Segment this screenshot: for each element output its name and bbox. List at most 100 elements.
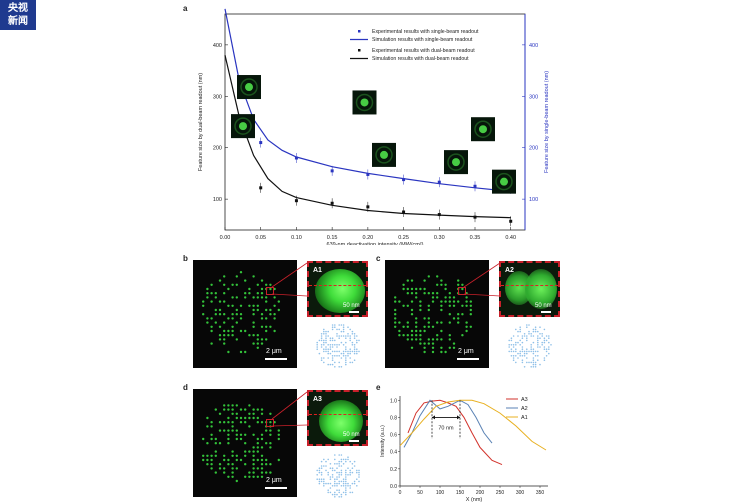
- fluorescent-dot: [244, 454, 247, 457]
- design-dot: [515, 328, 517, 331]
- design-dot: [526, 324, 528, 326]
- design-dot: [331, 467, 334, 469]
- design-dot: [342, 478, 345, 480]
- fluorescent-dot: [419, 304, 422, 307]
- fluorescent-dot: [227, 433, 230, 436]
- design-dot: [342, 480, 345, 483]
- fluorescent-dot: [256, 338, 259, 341]
- fluorescent-dot: [248, 416, 251, 420]
- fluorescent-dot: [214, 471, 217, 474]
- design-dot: [523, 333, 526, 335]
- design-dot: [349, 352, 351, 355]
- fluorescent-dot: [406, 279, 409, 282]
- fluorescent-dot: [218, 279, 222, 282]
- design-dot: [327, 352, 329, 355]
- fluorescent-dot: [256, 296, 259, 299]
- fluorescent-dot: [260, 475, 264, 478]
- design-dot: [530, 350, 532, 353]
- fluorescent-dot: [465, 325, 468, 328]
- fluorescent-dot: [394, 317, 397, 320]
- legend-label: Experimental results with dual-beam read…: [372, 48, 475, 54]
- design-dot: [353, 337, 356, 339]
- dot-pattern-d: [202, 404, 280, 483]
- design-dot: [323, 485, 325, 487]
- fluorescent-dot: [223, 300, 226, 303]
- fluorescent-dot: [465, 296, 468, 299]
- design-dot: [320, 460, 323, 463]
- fluorescent-dot: [218, 429, 222, 432]
- data-point: [259, 141, 263, 145]
- design-dot: [510, 344, 513, 346]
- fluorescent-dot: [469, 304, 472, 307]
- profile-line-a1: [399, 399, 547, 451]
- design-dot: [340, 471, 343, 474]
- profile-line-a2: [403, 399, 493, 448]
- design-dot: [537, 337, 539, 339]
- profile-line-a3: [309, 414, 366, 415]
- design-dot: [353, 335, 356, 337]
- design-dot: [342, 458, 345, 461]
- fluorescent-dot: [457, 321, 460, 324]
- design-dot: [325, 350, 327, 353]
- fluorescent-dot: [436, 292, 439, 295]
- design-dot: [345, 491, 347, 494]
- fluorescent-dot: [410, 292, 414, 295]
- zoom-inset-a2: A2 50 nm: [499, 261, 560, 317]
- fluorescent-dot: [452, 296, 456, 299]
- design-dot: [345, 487, 347, 489]
- design-dot: [342, 335, 345, 337]
- fluorescent-dot: [260, 408, 264, 411]
- design-dot: [323, 350, 325, 353]
- design-dot: [338, 366, 340, 368]
- design-dot: [528, 330, 530, 333]
- data-point: [294, 199, 298, 203]
- fluorescent-dot: [256, 446, 259, 449]
- design-dot: [519, 326, 521, 328]
- design-dot: [532, 359, 535, 361]
- fluorescent-dot: [223, 408, 226, 411]
- fluorescent-dot: [227, 408, 230, 411]
- design-dot: [523, 355, 526, 357]
- design-dot: [327, 348, 329, 350]
- design-dot: [323, 348, 325, 350]
- design-dot: [331, 328, 334, 331]
- design-dot: [318, 339, 321, 342]
- fluorescent-dot: [448, 313, 451, 316]
- design-dot: [521, 361, 524, 364]
- fluorescent-dot: [269, 412, 272, 415]
- fluorescent-dot: [419, 308, 422, 312]
- design-dot: [523, 366, 526, 368]
- inset-label-a2: A2: [505, 267, 514, 274]
- fluorescent-dot: [252, 304, 255, 307]
- design-dot: [329, 346, 332, 348]
- fluorescent-dot: [398, 321, 401, 324]
- fluorescent-dot: [256, 346, 259, 349]
- fluorescent-dot: [402, 287, 405, 291]
- design-dot: [336, 467, 338, 469]
- zoom-inset-a1: A1 50 nm: [307, 261, 368, 317]
- design-dot: [351, 463, 354, 465]
- design-dot: [523, 350, 526, 353]
- fluorescent-dot: [202, 437, 205, 441]
- fluorescent-dot: [277, 429, 280, 432]
- design-dot: [327, 335, 329, 337]
- legend-label: Simulation results with single-beam read…: [372, 37, 473, 43]
- design-dot: [539, 333, 541, 335]
- fluorescent-dot: [206, 416, 209, 420]
- design-dot: [342, 328, 345, 331]
- design-dot: [358, 339, 360, 342]
- fluorescent-spot-a3: [319, 400, 363, 442]
- x-tick-label: 0: [399, 490, 402, 496]
- design-dot: [351, 350, 354, 353]
- fluorescent-dot: [231, 475, 234, 478]
- fluorescent-dot: [206, 287, 209, 291]
- fluorescent-dot: [415, 338, 418, 341]
- fluorescent-dot: [269, 287, 272, 291]
- fluorescent-dot: [260, 421, 264, 424]
- fluorescent-dot: [252, 463, 255, 466]
- fluorescent-dot: [210, 425, 213, 428]
- design-dot: [340, 335, 343, 337]
- fluorescent-dot: [260, 463, 264, 466]
- design-dot: [323, 458, 325, 461]
- fluorescent-dot: [260, 437, 264, 441]
